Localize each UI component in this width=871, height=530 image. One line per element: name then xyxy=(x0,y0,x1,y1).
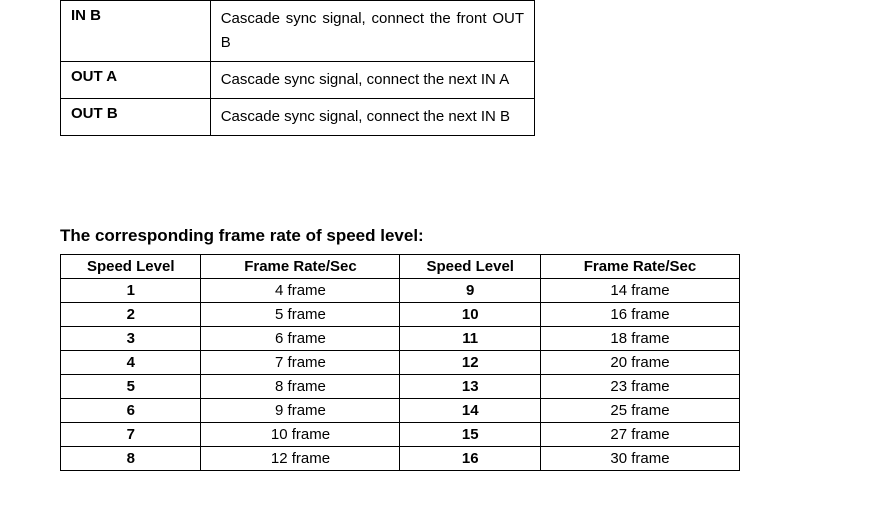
frame-rate-cell: 10 frame xyxy=(201,423,400,447)
frame-rate-cell: 23 frame xyxy=(540,375,739,399)
frame-rate-cell: 8 frame xyxy=(201,375,400,399)
table-row: 3 6 frame 11 18 frame xyxy=(61,327,740,351)
header-speed-level-2: Speed Level xyxy=(400,255,540,279)
frame-rate-cell: 4 frame xyxy=(201,279,400,303)
speed-level-cell: 9 xyxy=(400,279,540,303)
frame-rate-cell: 20 frame xyxy=(540,351,739,375)
table-row: 1 4 frame 9 14 frame xyxy=(61,279,740,303)
table-row: 8 12 frame 16 30 frame xyxy=(61,447,740,471)
table-row: OUT B Cascade sync signal, connect the n… xyxy=(61,99,535,136)
speed-level-cell: 14 xyxy=(400,399,540,423)
speed-level-cell: 3 xyxy=(61,327,201,351)
section-title: The corresponding frame rate of speed le… xyxy=(60,226,831,246)
table-row: 6 9 frame 14 25 frame xyxy=(61,399,740,423)
signal-label: OUT B xyxy=(61,99,211,136)
table-row: IN B Cascade sync signal, connect the fr… xyxy=(61,1,535,62)
speed-level-cell: 16 xyxy=(400,447,540,471)
frame-rate-cell: 12 frame xyxy=(201,447,400,471)
frame-rate-table: Speed Level Frame Rate/Sec Speed Level F… xyxy=(60,254,740,471)
speed-level-cell: 13 xyxy=(400,375,540,399)
frame-rate-cell: 16 frame xyxy=(540,303,739,327)
table-row: 7 10 frame 15 27 frame xyxy=(61,423,740,447)
page-container: IN B Cascade sync signal, connect the fr… xyxy=(0,0,871,471)
speed-level-cell: 12 xyxy=(400,351,540,375)
table-header-row: Speed Level Frame Rate/Sec Speed Level F… xyxy=(61,255,740,279)
speed-level-cell: 7 xyxy=(61,423,201,447)
speed-level-cell: 1 xyxy=(61,279,201,303)
table-row: 5 8 frame 13 23 frame xyxy=(61,375,740,399)
speed-level-cell: 11 xyxy=(400,327,540,351)
frame-rate-cell: 25 frame xyxy=(540,399,739,423)
speed-level-cell: 15 xyxy=(400,423,540,447)
frame-rate-cell: 5 frame xyxy=(201,303,400,327)
frame-rate-cell: 7 frame xyxy=(201,351,400,375)
table-row: OUT A Cascade sync signal, connect the n… xyxy=(61,62,535,99)
signal-label: IN B xyxy=(61,1,211,62)
frame-rate-cell: 18 frame xyxy=(540,327,739,351)
frame-rate-cell: 30 frame xyxy=(540,447,739,471)
speed-level-cell: 5 xyxy=(61,375,201,399)
speed-level-cell: 6 xyxy=(61,399,201,423)
header-frame-rate-1: Frame Rate/Sec xyxy=(201,255,400,279)
frame-rate-cell: 9 frame xyxy=(201,399,400,423)
table-row: 4 7 frame 12 20 frame xyxy=(61,351,740,375)
signal-desc: Cascade sync signal, connect the next IN… xyxy=(210,99,534,136)
header-frame-rate-2: Frame Rate/Sec xyxy=(540,255,739,279)
speed-level-cell: 10 xyxy=(400,303,540,327)
signal-desc: Cascade sync signal, connect the next IN… xyxy=(210,62,534,99)
signal-label: OUT A xyxy=(61,62,211,99)
speed-level-cell: 8 xyxy=(61,447,201,471)
signal-table: IN B Cascade sync signal, connect the fr… xyxy=(60,0,535,136)
speed-level-cell: 4 xyxy=(61,351,201,375)
frame-rate-cell: 14 frame xyxy=(540,279,739,303)
frame-rate-cell: 6 frame xyxy=(201,327,400,351)
table-row: 2 5 frame 10 16 frame xyxy=(61,303,740,327)
header-speed-level-1: Speed Level xyxy=(61,255,201,279)
speed-level-cell: 2 xyxy=(61,303,201,327)
signal-desc: Cascade sync signal, connect the front O… xyxy=(210,1,534,62)
frame-rate-cell: 27 frame xyxy=(540,423,739,447)
